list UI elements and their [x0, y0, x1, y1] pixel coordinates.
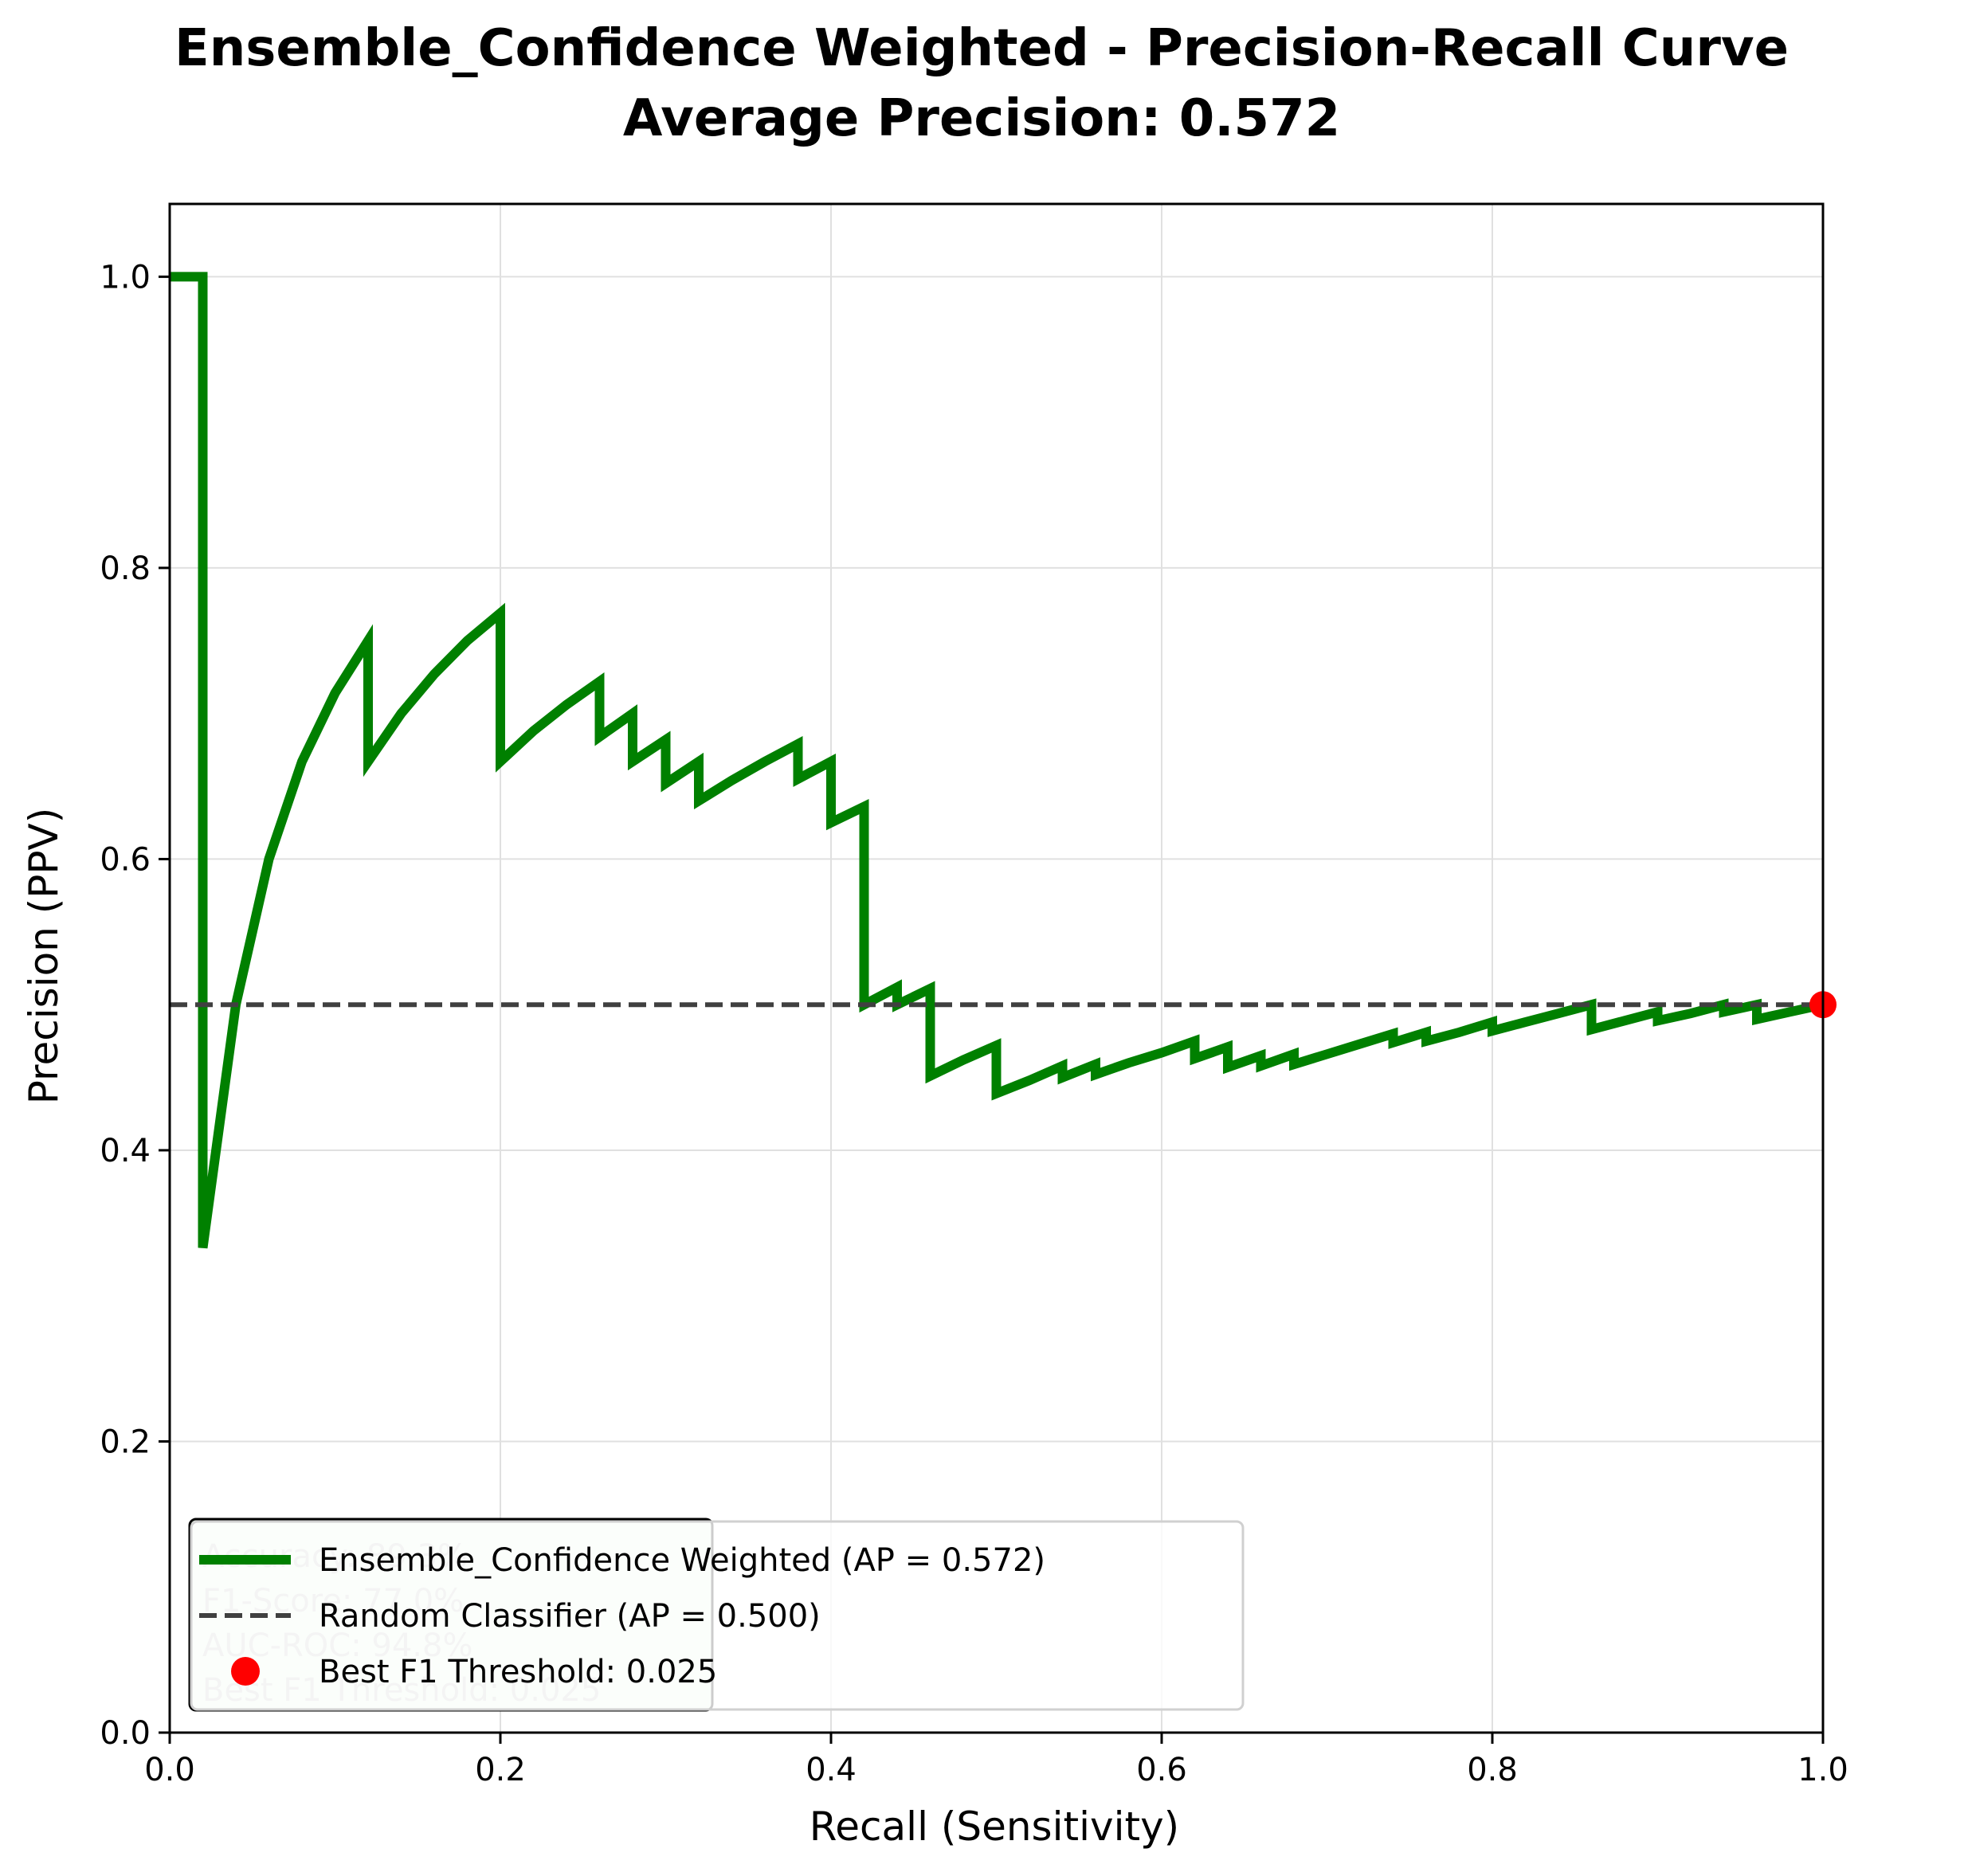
plot-frame [168, 202, 1825, 1734]
y-tick-label-5: 1.0 [100, 259, 151, 296]
x-tick-label-2: 0.4 [806, 1752, 857, 1788]
chart-title-line2: Average Precision: 0.572 [623, 89, 1340, 148]
chart-title-line1: Ensemble_Confidence Weighted - Precision… [174, 19, 1789, 78]
y-tick-label-2: 0.4 [100, 1133, 151, 1169]
y-tick-label-4: 0.8 [100, 550, 151, 587]
x-tick-label-4: 0.8 [1467, 1752, 1518, 1788]
grid-layer [169, 204, 1824, 1733]
axes-layer: 0.0 0.2 0.4 0.6 0.8 1.0 0.0 0.2 0.4 0.6 0.8 1.0 [100, 259, 1848, 1788]
y-tick-label-1: 0.2 [100, 1424, 151, 1460]
y-tick-label-0: 0.0 [100, 1715, 151, 1752]
legend-box [190, 1520, 1245, 1711]
x-tick-label-5: 1.0 [1797, 1752, 1848, 1788]
legend-layer: Ensemble_Confidence Weighted (AP = 0.572… [190, 1520, 1245, 1711]
legend-label-2: Best F1 Threshold: 0.025 [319, 1654, 717, 1690]
x-axis-label: Recall (Sensitivity) [810, 1804, 1179, 1850]
legend-label-1: Random Classifier (AP = 0.500) [319, 1598, 821, 1635]
x-tick-label-3: 0.6 [1136, 1752, 1187, 1788]
x-tick-label-1: 0.2 [475, 1752, 526, 1788]
legend-label-0: Ensemble_Confidence Weighted (AP = 0.572… [319, 1542, 1045, 1579]
series-line-0 [170, 272, 1825, 1249]
y-tick-label-3: 0.6 [100, 841, 151, 878]
x-tick-label-0: 0.0 [144, 1752, 195, 1788]
legend-swatch-2 [231, 1657, 260, 1686]
y-axis-label: Precision (PPV) [21, 808, 67, 1105]
series-layer [170, 272, 1837, 1249]
